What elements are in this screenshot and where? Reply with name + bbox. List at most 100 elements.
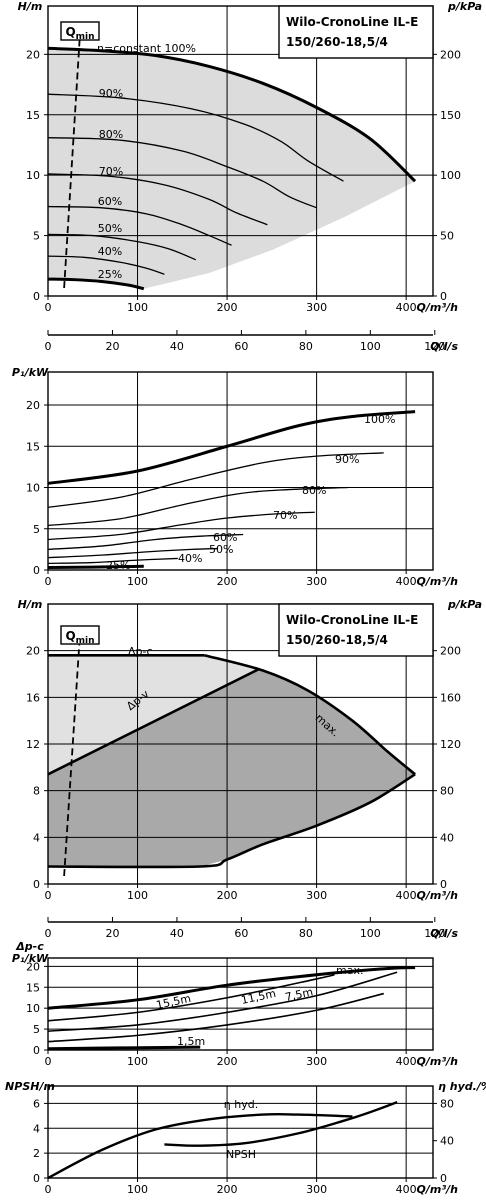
y2-tick-label: 40 <box>440 831 454 844</box>
x-tick-label: 400 <box>396 1055 417 1068</box>
series-label: 80% <box>302 484 326 497</box>
y-tick-label: 20 <box>26 48 40 61</box>
x-tick-label: 100 <box>127 1055 148 1068</box>
x2-tick-label: 80 <box>299 340 313 353</box>
y2-tick-label: 0 <box>440 878 447 891</box>
y2-tick-label: 120 <box>440 738 461 751</box>
series-label: 100% <box>364 413 395 426</box>
y-tick-label: 20 <box>26 645 40 658</box>
series-line <box>47 410 416 485</box>
y-tick-label: 15 <box>26 109 40 122</box>
y-axis-label: NPSH/m <box>5 1080 55 1093</box>
x2-tick-label: 20 <box>105 340 119 353</box>
y2-tick-label: 160 <box>440 691 461 704</box>
y2-tick-label: 200 <box>440 48 461 61</box>
series-line <box>47 233 196 261</box>
y-tick-label: 0 <box>33 1172 40 1185</box>
series-line <box>47 93 344 182</box>
series-line <box>47 971 398 1032</box>
y-axis-label: P₁/kW <box>12 952 49 965</box>
series-line <box>47 973 335 1022</box>
x-tick-label: 100 <box>127 889 148 902</box>
series-line <box>164 1101 398 1147</box>
series-label: 1,5m <box>177 1035 205 1048</box>
y-tick-label: 5 <box>33 523 40 536</box>
series-label: 60% <box>213 531 237 544</box>
series-line <box>47 46 417 183</box>
y-axis-label: P₁/kW <box>12 366 49 379</box>
y2-tick-label: 200 <box>440 645 461 658</box>
x2-tick-label: 100 <box>360 340 381 353</box>
x2-tick-label: 120 <box>424 927 445 940</box>
x2-tick-label: 100 <box>360 927 381 940</box>
qmin-box <box>60 21 100 41</box>
series-line <box>47 557 178 565</box>
y-tick-label: 20 <box>26 399 40 412</box>
x-axis-label: Q/m³/h <box>417 889 459 902</box>
x2-tick-label: 20 <box>105 927 119 940</box>
x-tick-label: 400 <box>396 1183 417 1196</box>
y-tick-label: 4 <box>33 1122 40 1135</box>
x-tick-label: 200 <box>217 1055 238 1068</box>
series-label: 50% <box>209 543 233 556</box>
series-label: NPSH <box>226 1148 256 1161</box>
series-label: 90% <box>335 453 359 466</box>
qmin-label-main: Q <box>65 25 75 39</box>
y2-tick-label: 0 <box>440 290 447 303</box>
series-label: 25% <box>98 268 122 281</box>
x-tick-label: 300 <box>306 301 327 314</box>
qmin-label-main: Q <box>65 629 75 643</box>
y2-tick-label: 80 <box>440 1097 454 1110</box>
x-axis-label: Q/m³/h <box>417 1183 459 1196</box>
series-line <box>47 486 348 527</box>
x-tick-label: 200 <box>217 575 238 588</box>
y-tick-label: 5 <box>33 230 40 243</box>
series-label: 25% <box>106 559 130 572</box>
x2-tick-label: 40 <box>170 340 184 353</box>
x-axis-label: Q/m³/h <box>417 575 459 588</box>
y2-axis-label: p/kPa <box>447 0 482 13</box>
series-label: 11,5m <box>240 987 277 1007</box>
series-line <box>47 564 144 570</box>
x-tick-label: 400 <box>396 889 417 902</box>
series-label: 70% <box>99 165 123 178</box>
x2-tick-label: 0 <box>45 340 52 353</box>
plot-frame <box>47 5 434 297</box>
series-label: 7,5m <box>284 985 314 1004</box>
y2-tick-label: 100 <box>440 169 461 182</box>
x-tick-label: 200 <box>217 1183 238 1196</box>
qmin-label-sub: min <box>76 32 95 42</box>
y-tick-label: 10 <box>26 1002 40 1015</box>
y-tick-label: 20 <box>26 960 40 973</box>
y2-tick-label: 50 <box>440 230 454 243</box>
y-tick-label: 15 <box>26 981 40 994</box>
qmin-label-sub: min <box>76 636 95 646</box>
title-line-2: 150/260-18,5/4 <box>286 633 388 647</box>
series-line <box>47 547 219 559</box>
series-label: 70% <box>273 509 297 522</box>
x2-axis-label: Q/l/s <box>430 927 458 940</box>
plot-frame <box>47 1085 434 1179</box>
x2-tick-label: 120 <box>424 340 445 353</box>
y-tick-label: 16 <box>26 691 40 704</box>
series-label: 60% <box>98 195 122 208</box>
series-label: 40% <box>98 245 122 258</box>
y2-tick-label: 0 <box>440 1172 447 1185</box>
y-tick-label: 5 <box>33 1023 40 1036</box>
y-tick-label: 2 <box>33 1147 40 1160</box>
series-label: Δp-c <box>128 645 153 658</box>
y2-tick-label: 40 <box>440 1135 454 1148</box>
series-line <box>47 668 259 776</box>
y-tick-label: 10 <box>26 482 40 495</box>
x-tick-label: 400 <box>396 575 417 588</box>
y-tick-label: 0 <box>33 878 40 891</box>
y-axis-label: H/m <box>18 598 43 611</box>
x-tick-label: 0 <box>45 1183 52 1196</box>
y-axis-label-top: Δp-c <box>15 940 44 953</box>
y2-axis-label: p/kPa <box>447 598 482 611</box>
series-line <box>47 452 384 508</box>
plot-frame <box>47 957 434 1051</box>
series-line <box>47 966 416 1010</box>
